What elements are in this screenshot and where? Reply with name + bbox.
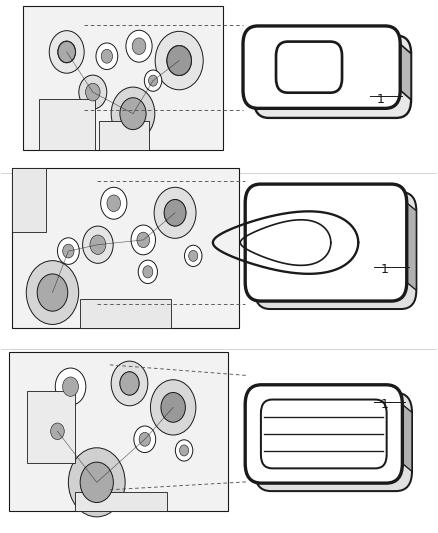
Polygon shape: [261, 385, 396, 393]
Bar: [22, 6, 223, 150]
Polygon shape: [407, 203, 417, 290]
Circle shape: [49, 31, 84, 73]
Circle shape: [161, 392, 185, 422]
Circle shape: [101, 187, 127, 219]
Circle shape: [167, 45, 192, 76]
Circle shape: [137, 232, 150, 248]
Circle shape: [58, 42, 75, 62]
Circle shape: [184, 245, 202, 266]
Circle shape: [148, 75, 158, 86]
Circle shape: [120, 372, 139, 395]
FancyBboxPatch shape: [254, 36, 411, 118]
Circle shape: [107, 195, 120, 212]
Bar: [75, 492, 166, 511]
Circle shape: [63, 244, 74, 258]
FancyBboxPatch shape: [255, 393, 412, 491]
Circle shape: [39, 276, 66, 309]
Circle shape: [111, 361, 148, 406]
Circle shape: [126, 30, 152, 62]
Circle shape: [37, 274, 68, 311]
Circle shape: [80, 462, 113, 503]
Polygon shape: [403, 405, 412, 471]
Bar: [12, 168, 46, 232]
Circle shape: [26, 261, 79, 325]
Circle shape: [134, 426, 155, 453]
Circle shape: [51, 423, 64, 440]
Circle shape: [55, 368, 86, 405]
Circle shape: [79, 75, 107, 109]
Text: 1: 1: [381, 398, 389, 411]
Circle shape: [120, 98, 146, 130]
Circle shape: [139, 432, 150, 446]
Circle shape: [101, 50, 113, 63]
Circle shape: [68, 448, 125, 517]
Circle shape: [150, 379, 196, 435]
Circle shape: [138, 260, 157, 284]
Text: 1: 1: [381, 263, 389, 276]
Circle shape: [83, 226, 113, 263]
Circle shape: [161, 393, 185, 422]
FancyBboxPatch shape: [245, 385, 403, 483]
Polygon shape: [258, 26, 396, 36]
Circle shape: [164, 199, 186, 226]
FancyBboxPatch shape: [255, 192, 417, 309]
Circle shape: [82, 464, 112, 500]
Polygon shape: [400, 44, 411, 100]
Circle shape: [132, 38, 146, 54]
Circle shape: [145, 70, 162, 91]
Circle shape: [164, 199, 186, 226]
Circle shape: [180, 445, 189, 456]
Circle shape: [122, 100, 145, 127]
Circle shape: [85, 83, 100, 101]
FancyBboxPatch shape: [243, 26, 400, 108]
Bar: [27, 391, 75, 463]
Circle shape: [44, 415, 71, 447]
Circle shape: [175, 440, 193, 461]
Circle shape: [120, 372, 139, 395]
Circle shape: [167, 46, 191, 76]
Circle shape: [90, 235, 106, 254]
Circle shape: [143, 266, 153, 278]
Circle shape: [57, 238, 79, 264]
Circle shape: [131, 225, 155, 255]
Bar: [80, 299, 170, 328]
Polygon shape: [261, 184, 401, 192]
Circle shape: [189, 251, 198, 261]
Circle shape: [63, 377, 78, 397]
Bar: [12, 168, 239, 328]
Bar: [99, 121, 149, 150]
Text: 1: 1: [376, 93, 384, 106]
Circle shape: [58, 41, 76, 63]
Bar: [39, 99, 95, 150]
Circle shape: [155, 31, 203, 90]
FancyBboxPatch shape: [245, 184, 407, 301]
Circle shape: [111, 87, 155, 140]
Circle shape: [154, 187, 196, 238]
Circle shape: [96, 43, 118, 69]
Bar: [10, 352, 228, 511]
